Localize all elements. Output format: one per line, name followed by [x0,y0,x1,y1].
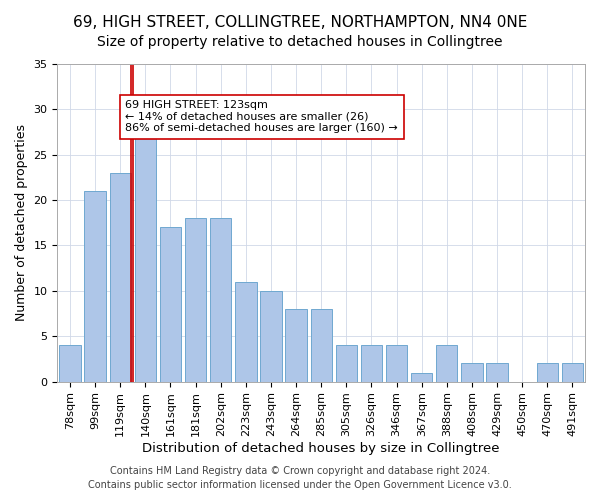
Bar [59,346,80,382]
Bar [386,346,407,382]
Bar [311,309,332,382]
Bar [461,364,482,382]
X-axis label: Distribution of detached houses by size in Collingtree: Distribution of detached houses by size … [142,442,500,455]
Bar [562,364,583,382]
Text: 69 HIGH STREET: 123sqm
← 14% of detached houses are smaller (26)
86% of semi-det: 69 HIGH STREET: 123sqm ← 14% of detached… [125,100,398,134]
Text: Contains HM Land Registry data © Crown copyright and database right 2024.
Contai: Contains HM Land Registry data © Crown c… [88,466,512,490]
Bar [436,346,457,382]
Bar [335,346,357,382]
Bar [85,191,106,382]
Bar [160,228,181,382]
Y-axis label: Number of detached properties: Number of detached properties [15,124,28,322]
Bar [286,309,307,382]
Bar [210,218,232,382]
Bar [110,173,131,382]
Bar [361,346,382,382]
Bar [260,291,281,382]
Text: Size of property relative to detached houses in Collingtree: Size of property relative to detached ho… [97,35,503,49]
Bar [487,364,508,382]
Bar [235,282,257,382]
Bar [185,218,206,382]
Bar [411,372,433,382]
Bar [536,364,558,382]
Text: 69, HIGH STREET, COLLINGTREE, NORTHAMPTON, NN4 0NE: 69, HIGH STREET, COLLINGTREE, NORTHAMPTO… [73,15,527,30]
Bar [134,136,156,382]
